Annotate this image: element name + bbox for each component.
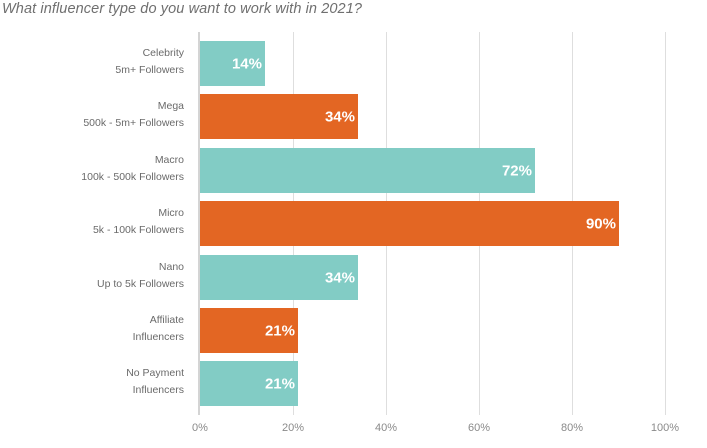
chart-title: What influencer type do you want to work…	[2, 1, 363, 17]
category-name: Celebrity	[142, 47, 184, 59]
bar: 34%	[200, 255, 358, 300]
category-subtitle: 500k - 5m+ Followers	[83, 117, 184, 129]
category-name: Mega	[157, 100, 184, 112]
category-subtitle: Influencers	[132, 384, 184, 396]
category-subtitle: Influencers	[132, 331, 184, 343]
category-label: No Payment Influencers	[4, 365, 184, 399]
category-label: Nano Up to 5k Followers	[4, 259, 184, 293]
category-subtitle: 5k - 100k Followers	[92, 224, 184, 236]
x-tick-label: 100%	[650, 422, 680, 434]
y-axis-line	[198, 32, 200, 415]
bar-value-label: 14%	[231, 55, 262, 72]
category-label: Mega 500k - 5m+ Followers	[4, 98, 184, 132]
bar: 34%	[200, 94, 358, 139]
bar-value-label: 21%	[264, 322, 295, 339]
bar-value-label: 72%	[501, 162, 532, 179]
bar: 72%	[200, 148, 535, 193]
bar: 14%	[200, 41, 265, 86]
bar-value-label: 34%	[324, 108, 355, 125]
gridline	[665, 32, 666, 415]
x-tick-label: 40%	[374, 422, 398, 434]
category-name: Micro	[158, 207, 184, 219]
category-name: Affiliate	[149, 314, 184, 326]
category-subtitle: Up to 5k Followers	[97, 278, 184, 290]
category-label: Macro 100k - 500k Followers	[4, 152, 184, 186]
x-tick-label: 80%	[560, 422, 584, 434]
bar: 90%	[200, 201, 619, 246]
category-label: Celebrity 5m+ Followers	[4, 45, 184, 79]
category-name: Macro	[154, 154, 184, 166]
bar-value-label: 90%	[585, 215, 616, 232]
bar: 21%	[200, 361, 298, 406]
category-subtitle: 100k - 500k Followers	[81, 171, 184, 183]
category-label: Affiliate Influencers	[4, 312, 184, 346]
x-tick-label: 0%	[192, 422, 208, 434]
category-name: Nano	[158, 261, 184, 273]
bar-value-label: 34%	[324, 269, 355, 286]
bar-value-label: 21%	[264, 375, 295, 392]
bar: 21%	[200, 308, 298, 353]
category-subtitle: 5m+ Followers	[115, 64, 184, 76]
x-tick-label: 20%	[281, 422, 305, 434]
x-tick-label: 60%	[467, 422, 491, 434]
category-label: Micro 5k - 100k Followers	[4, 205, 184, 239]
category-name: No Payment	[126, 367, 184, 379]
